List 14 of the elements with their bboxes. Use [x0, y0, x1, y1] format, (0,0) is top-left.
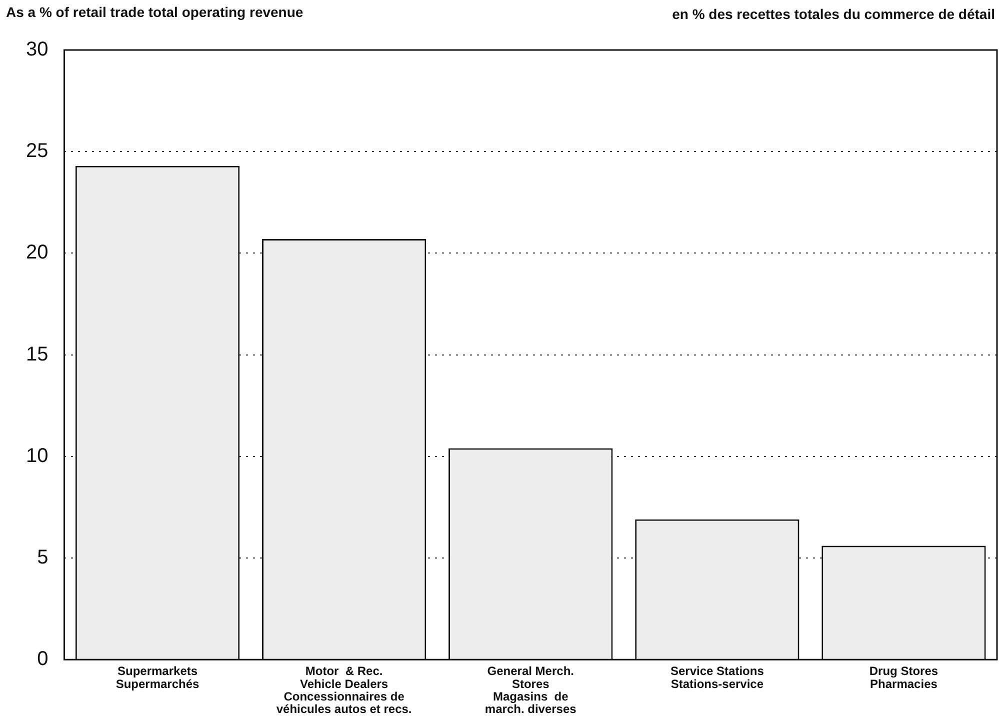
- y-tick-label: 25: [26, 140, 48, 162]
- x-tick-label: Motor & Rec. Vehicle Dealers Concessionnaires de véhicules autos et recs.: [276, 664, 412, 716]
- y-tick-label: 30: [26, 38, 48, 61]
- chart-title: As a % of retail trade total operating revenue: [6, 4, 304, 20]
- y-tick-label: 10: [26, 444, 48, 467]
- x-tick-label: Drug Stores Pharmacies: [869, 664, 938, 691]
- x-tick-label: General Merch. Stores Magasins de march. diverses: [484, 664, 577, 716]
- y-tick-label: 5: [37, 546, 48, 569]
- y-tick-label: 20: [26, 242, 48, 264]
- y-tick-label: 15: [26, 343, 48, 366]
- chart-subtitle: en % des recettes totales du commerce de détail: [672, 6, 995, 22]
- y-tick-label: 0: [37, 648, 48, 670]
- x-tick-label: Service Stations Stations-service: [670, 664, 764, 691]
- x-tick-label: Supermarkets Supermarchés: [116, 664, 200, 691]
